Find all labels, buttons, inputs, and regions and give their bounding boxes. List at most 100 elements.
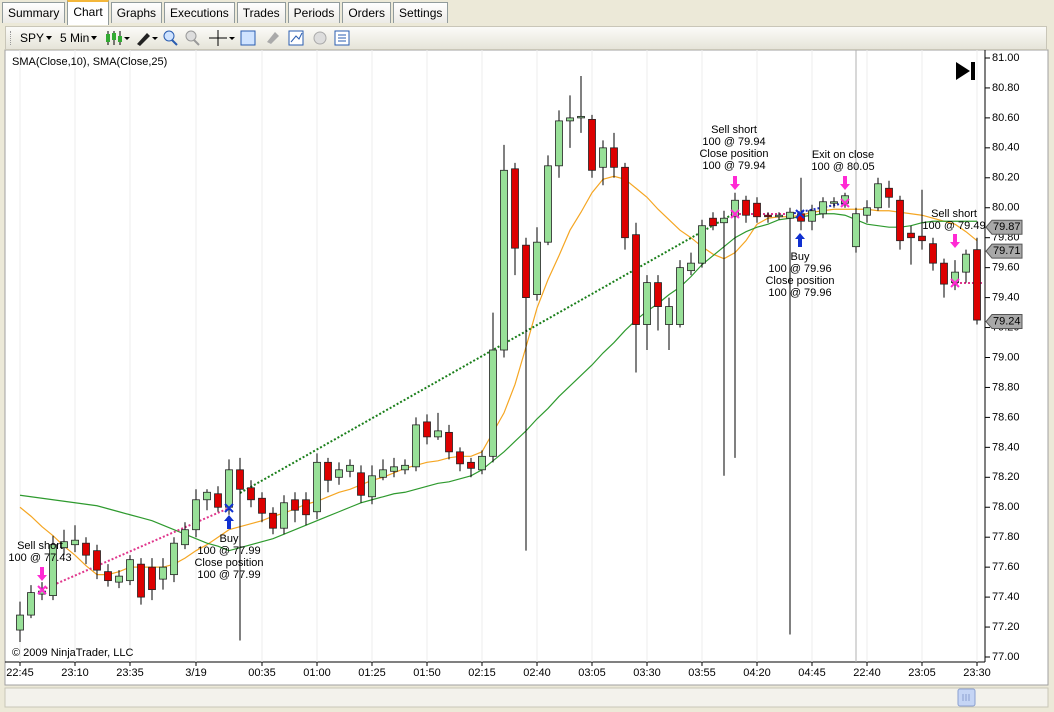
annotation-text: Close position: [194, 557, 263, 569]
trade-marker: [795, 209, 805, 219]
tab[interactable]: Orders: [342, 2, 392, 23]
candle-body: [632, 234, 640, 325]
annotation-text: 100 @ 79.94: [702, 160, 765, 172]
x-tick-label: 01:25: [358, 667, 386, 679]
annotation-text: Close position: [765, 275, 834, 287]
tab[interactable]: Periods: [287, 2, 341, 23]
candle-body: [456, 451, 464, 465]
properties-icon[interactable]: [240, 30, 256, 46]
scrollbar[interactable]: [4, 687, 1049, 708]
candle-body: [511, 168, 519, 249]
template-icon[interactable]: [267, 32, 280, 44]
candle-body: [599, 147, 607, 168]
trade-marker: [730, 209, 740, 219]
y-tick-label: 78.60: [992, 411, 1020, 423]
candle-body: [533, 241, 541, 295]
annotation-text: 100 @ 79.94: [702, 136, 765, 148]
x-tick-label: 00:35: [248, 667, 276, 679]
zoom-in-icon[interactable]: [163, 30, 179, 46]
candle-body: [709, 217, 717, 227]
tab[interactable]: Trades: [236, 2, 286, 23]
annotation-text: Sell short: [17, 540, 63, 552]
y-tick-label: 79.00: [992, 351, 1020, 363]
candle-body: [731, 199, 739, 218]
tab[interactable]: Executions: [164, 2, 235, 23]
y-tick-label: 79.40: [992, 292, 1020, 304]
dropdown-icon: [46, 36, 53, 40]
trade-arrow: [730, 176, 740, 190]
candle-body: [104, 571, 112, 582]
scroll-end-button[interactable]: [956, 62, 975, 80]
trade-arrow: [37, 567, 47, 581]
candle-body: [566, 117, 574, 122]
symbol-selector[interactable]: SPY: [20, 31, 54, 45]
candle-body: [907, 232, 915, 239]
tab[interactable]: Chart: [67, 0, 109, 25]
candle-icon[interactable]: [106, 31, 131, 45]
price-marker: [985, 243, 1023, 259]
x-tick-label: 03:30: [633, 667, 661, 679]
candle-body: [60, 541, 68, 549]
trade-marker: [37, 585, 47, 595]
candle-body: [412, 424, 420, 468]
candle-body: [280, 502, 288, 529]
x-tick-label: 02:40: [523, 667, 551, 679]
x-tick-label: 02:15: [468, 667, 496, 679]
annotation-text: Exit on close: [812, 149, 874, 161]
sma-line: [19, 213, 977, 552]
candle-body: [885, 187, 893, 198]
candle-body: [467, 461, 475, 469]
candle-body: [522, 244, 530, 298]
candle-body: [192, 499, 200, 531]
candle-body: [214, 493, 222, 508]
zoom-out-icon[interactable]: [185, 30, 201, 46]
tab[interactable]: Summary: [2, 2, 66, 23]
candle-body: [654, 282, 662, 307]
annotation-text: Sell short: [711, 124, 757, 136]
annotation-text: Buy: [791, 251, 810, 263]
candle-body: [247, 487, 255, 501]
candle-body: [82, 542, 90, 556]
chart-icon[interactable]: [288, 30, 304, 46]
candle-body: [489, 349, 497, 457]
annotation-text: Close position: [699, 148, 768, 160]
candle-body: [423, 421, 431, 438]
candle-body: [621, 166, 629, 239]
candle-body: [368, 475, 376, 498]
candle-body: [874, 183, 882, 209]
candle-body: [544, 165, 552, 243]
tab[interactable]: Settings: [393, 2, 449, 23]
globe-icon[interactable]: [313, 31, 327, 45]
candle-body: [500, 169, 508, 351]
candle-body: [775, 214, 783, 218]
candle-body: [753, 202, 761, 218]
crosshair-icon[interactable]: [209, 30, 236, 46]
annotation-text: Buy: [220, 533, 239, 545]
candle-body: [71, 539, 79, 546]
y-tick-label: 78.00: [992, 501, 1020, 513]
y-tick-label: 77.80: [992, 531, 1020, 543]
candle-body: [258, 497, 266, 514]
x-tick-label: 01:50: [413, 667, 441, 679]
y-tick-label: 80.00: [992, 202, 1020, 214]
candle-body: [203, 491, 211, 501]
trade-marker: [224, 503, 234, 513]
period-selector[interactable]: 5 Min: [60, 31, 99, 45]
candle-body: [236, 469, 244, 490]
candle-body: [434, 430, 442, 438]
price-marker-label: 79.87: [993, 221, 1021, 233]
candles: [16, 75, 981, 643]
candle-body: [126, 559, 134, 582]
list-icon[interactable]: [334, 30, 350, 46]
candle-body: [269, 512, 277, 529]
candle-body: [401, 464, 409, 471]
candle-body: [93, 550, 101, 571]
candle-body: [291, 499, 299, 511]
candle-body: [225, 469, 233, 508]
x-tick-label: 22:45: [6, 667, 34, 679]
y-tick-label: 78.20: [992, 471, 1020, 483]
tab[interactable]: Graphs: [110, 2, 163, 23]
draw-icon[interactable]: [137, 33, 159, 46]
candle-body: [973, 249, 981, 321]
